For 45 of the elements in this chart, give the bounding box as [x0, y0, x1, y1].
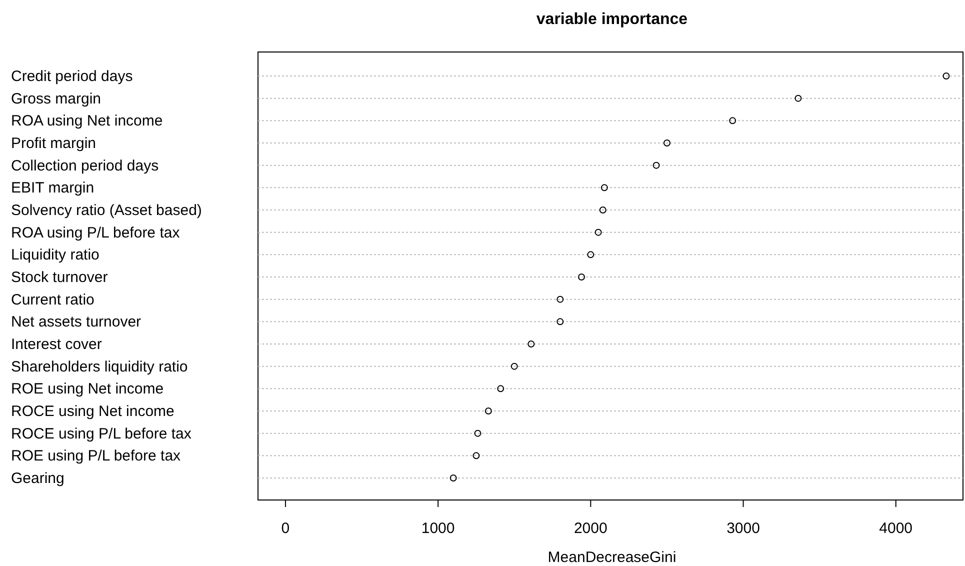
- point: [556, 296, 564, 303]
- x-tick-label: 2000: [574, 520, 608, 537]
- y-tick-label: ROA using Net income: [11, 112, 163, 130]
- point: [599, 206, 606, 214]
- x-tick-label: 4000: [879, 520, 913, 537]
- point: [600, 184, 608, 192]
- y-tick-label: Shareholders liquidity ratio: [11, 358, 188, 376]
- point: [484, 408, 492, 414]
- y-tick-label: Gross margin: [11, 90, 102, 108]
- y-tick-label: Interest cover: [11, 336, 102, 353]
- y-tick-label: EBIT margin: [11, 180, 94, 197]
- point: [556, 318, 564, 326]
- point: [497, 385, 504, 392]
- point: [510, 362, 518, 370]
- x-axis-title: MeanDecreaseGini: [548, 549, 676, 566]
- point: [594, 228, 602, 236]
- y-tick-label: ROE using P/L before tax: [11, 448, 182, 465]
- y-tick-label: ROE using Net income: [11, 380, 164, 398]
- point: [587, 251, 594, 258]
- chart-title: variable importance: [536, 11, 688, 28]
- y-tick-label: ROCE using Net income: [11, 403, 174, 420]
- point: [472, 452, 480, 460]
- y-tick-label: Collection period days: [11, 157, 159, 174]
- y-tick-label: Gearing: [11, 470, 64, 487]
- y-tick-label: ROCE using P/L before tax: [11, 425, 192, 442]
- point: [663, 140, 670, 146]
- point: [942, 72, 950, 80]
- y-tick-label: Credit period days: [11, 68, 133, 85]
- x-tick-label: 1000: [421, 520, 455, 537]
- x-tick-label: 0: [281, 520, 290, 537]
- y-tick-label: Solvency ratio (Asset based): [11, 202, 202, 219]
- point: [450, 474, 457, 482]
- x-tick-label: 3000: [726, 520, 760, 537]
- point: [474, 430, 482, 437]
- y-tick-label: Net assets turnover: [11, 314, 142, 331]
- y-tick-label: Current ratio: [11, 291, 94, 308]
- y-tick-label: Stock turnover: [11, 269, 108, 286]
- y-tick-label: Profit margin: [11, 135, 96, 152]
- point: [729, 117, 736, 124]
- point: [528, 340, 535, 348]
- point: [794, 94, 802, 102]
- y-tick-label: ROA using P/L before tax: [11, 224, 180, 242]
- y-tick-label: Liquidity ratio: [11, 246, 100, 264]
- point: [578, 274, 585, 280]
- point: [652, 162, 660, 169]
